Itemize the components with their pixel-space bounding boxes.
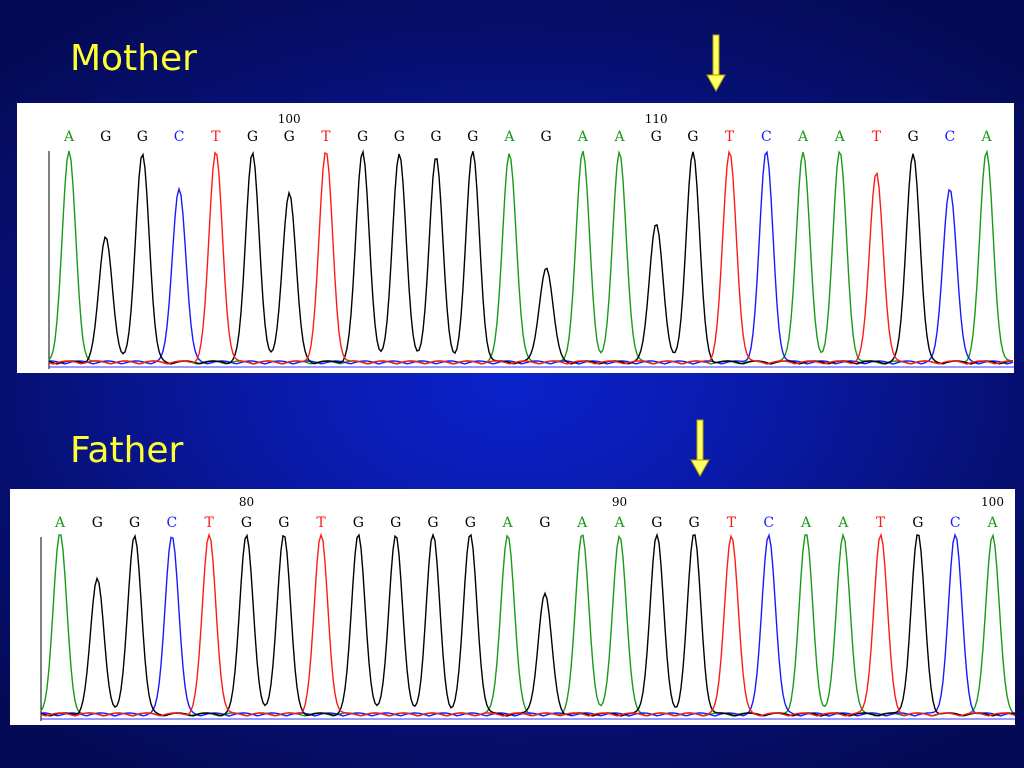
mother-base-label: A bbox=[797, 129, 809, 145]
mother-base-label: T bbox=[321, 129, 331, 145]
mother-trace-G bbox=[48, 149, 1014, 365]
father-base-label: C bbox=[950, 515, 961, 531]
mother-chromatogram: A G G C T G G T G G G G A G A A G G T C A A T G C A 100 110 bbox=[17, 103, 1014, 373]
father-trace-A bbox=[40, 532, 1015, 717]
father-base-label: G bbox=[912, 515, 923, 531]
father-base-label: T bbox=[876, 515, 886, 531]
father-base-label: G bbox=[353, 515, 364, 531]
father-base-label: G bbox=[278, 515, 289, 531]
father-base-label: T bbox=[316, 515, 326, 531]
mother-base-label: G bbox=[687, 129, 698, 145]
mother-base-label: A bbox=[613, 129, 625, 145]
father-base-label: T bbox=[727, 515, 737, 531]
mother-base-label: C bbox=[761, 129, 772, 145]
father-chromatogram: A G G C T G G T G G G G A G A A G G T C A A T G C A 80 90 100 bbox=[10, 489, 1015, 725]
mother-base-label: A bbox=[577, 129, 589, 145]
mother-arrow-icon bbox=[706, 34, 726, 93]
mother-base-label: G bbox=[651, 129, 662, 145]
father-position-marker: 100 bbox=[981, 495, 1004, 509]
mother-base-label: G bbox=[247, 129, 258, 145]
mother-position-marker: 110 bbox=[645, 112, 668, 126]
mother-base-label: G bbox=[430, 129, 441, 145]
father-base-label: A bbox=[502, 515, 514, 531]
father-base-label: G bbox=[129, 515, 140, 531]
mother-chromatogram-svg: A G G C T G G T G G G G A G A A G G T C A A T G C A 100 110 bbox=[48, 112, 1014, 369]
mother-base-label: T bbox=[211, 129, 221, 145]
father-base-label: G bbox=[92, 515, 103, 531]
mother-base-label: G bbox=[100, 129, 111, 145]
father-base-label: A bbox=[576, 515, 588, 531]
father-position-marker: 90 bbox=[612, 495, 627, 509]
father-base-label: A bbox=[986, 515, 998, 531]
mother-base-label: G bbox=[137, 129, 148, 145]
father-trace-G bbox=[40, 532, 1015, 717]
father-base-label: A bbox=[54, 515, 66, 531]
father-trace-C bbox=[40, 532, 1015, 717]
mother-base-label: T bbox=[725, 129, 735, 145]
mother-base-label: G bbox=[394, 129, 405, 145]
mother-base-label: C bbox=[944, 129, 955, 145]
father-base-label: G bbox=[390, 515, 401, 531]
father-base-label: G bbox=[651, 515, 662, 531]
father-base-label: G bbox=[465, 515, 476, 531]
mother-base-label: A bbox=[503, 129, 515, 145]
father-base-label: A bbox=[800, 515, 812, 531]
father-trace-T bbox=[40, 532, 1015, 717]
father-base-label: C bbox=[763, 515, 774, 531]
father-base-label: C bbox=[167, 515, 178, 531]
father-position-marker: 80 bbox=[239, 495, 254, 509]
mother-base-label: A bbox=[980, 129, 992, 145]
mother-base-label: G bbox=[541, 129, 552, 145]
father-heading: Father bbox=[70, 430, 184, 471]
mother-base-label: G bbox=[284, 129, 295, 145]
mother-heading: Mother bbox=[70, 38, 197, 79]
mother-base-label: G bbox=[467, 129, 478, 145]
father-arrow-icon bbox=[690, 419, 710, 478]
mother-position-marker: 100 bbox=[278, 112, 301, 126]
father-base-label: G bbox=[427, 515, 438, 531]
mother-base-label: A bbox=[834, 129, 846, 145]
father-base-label: A bbox=[837, 515, 849, 531]
mother-trace-T bbox=[48, 149, 1014, 365]
father-base-label: T bbox=[205, 515, 215, 531]
father-base-label: G bbox=[689, 515, 700, 531]
mother-base-label: G bbox=[908, 129, 919, 145]
father-chromatogram-svg: A G G C T G G T G G G G A G A A G G T C A A T G C A 80 90 100 bbox=[40, 495, 1015, 721]
mother-base-label: C bbox=[174, 129, 185, 145]
father-base-label: G bbox=[539, 515, 550, 531]
mother-base-label: T bbox=[872, 129, 882, 145]
mother-base-label: G bbox=[357, 129, 368, 145]
mother-base-label: A bbox=[63, 129, 75, 145]
father-base-label: G bbox=[241, 515, 252, 531]
father-base-label: A bbox=[613, 515, 625, 531]
